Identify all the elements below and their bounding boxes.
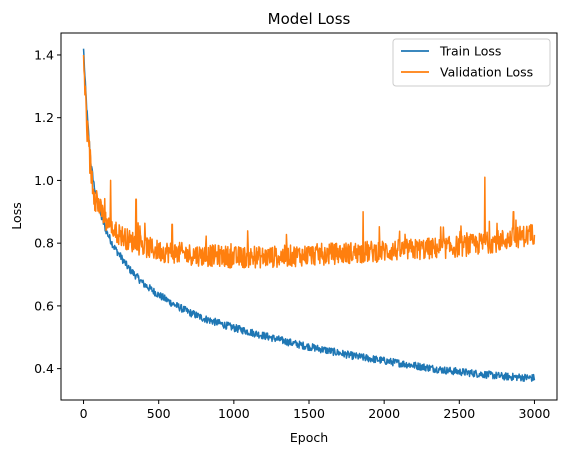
y-tick-label: 0.4 — [34, 361, 54, 376]
y-tick-label: 1.2 — [34, 110, 54, 125]
legend-label: Train Loss — [439, 44, 501, 59]
x-tick-label: 2000 — [368, 406, 400, 421]
legend: Train Loss Validation Loss — [392, 38, 551, 87]
y-tick-label: 0.8 — [34, 236, 54, 251]
x-tick-label: 1500 — [293, 406, 325, 421]
legend-label: Validation Loss — [440, 65, 533, 80]
plot-lines — [82, 48, 536, 382]
x-tick-label: 500 — [147, 406, 171, 421]
legend-box — [392, 38, 551, 87]
x-tick-label: 0 — [80, 406, 88, 421]
y-tick-label: 1.4 — [34, 47, 54, 62]
x-axis-label: Epoch — [290, 430, 328, 445]
x-tick-label: 2500 — [443, 406, 475, 421]
y-ticks: 0.4 0.6 0.8 1.0 1.2 1.4 — [34, 47, 61, 376]
y-axis-label: Loss — [9, 202, 24, 229]
train-loss-line — [82, 48, 536, 382]
x-ticks: 0 500 1000 1500 2000 2500 3000 — [80, 400, 551, 421]
y-tick-label: 0.6 — [34, 298, 54, 313]
validation-loss-line — [82, 54, 536, 269]
x-tick-label: 3000 — [519, 406, 551, 421]
chart-title: Model Loss — [268, 10, 351, 28]
x-tick-label: 1000 — [218, 406, 250, 421]
y-tick-label: 1.0 — [34, 173, 54, 188]
